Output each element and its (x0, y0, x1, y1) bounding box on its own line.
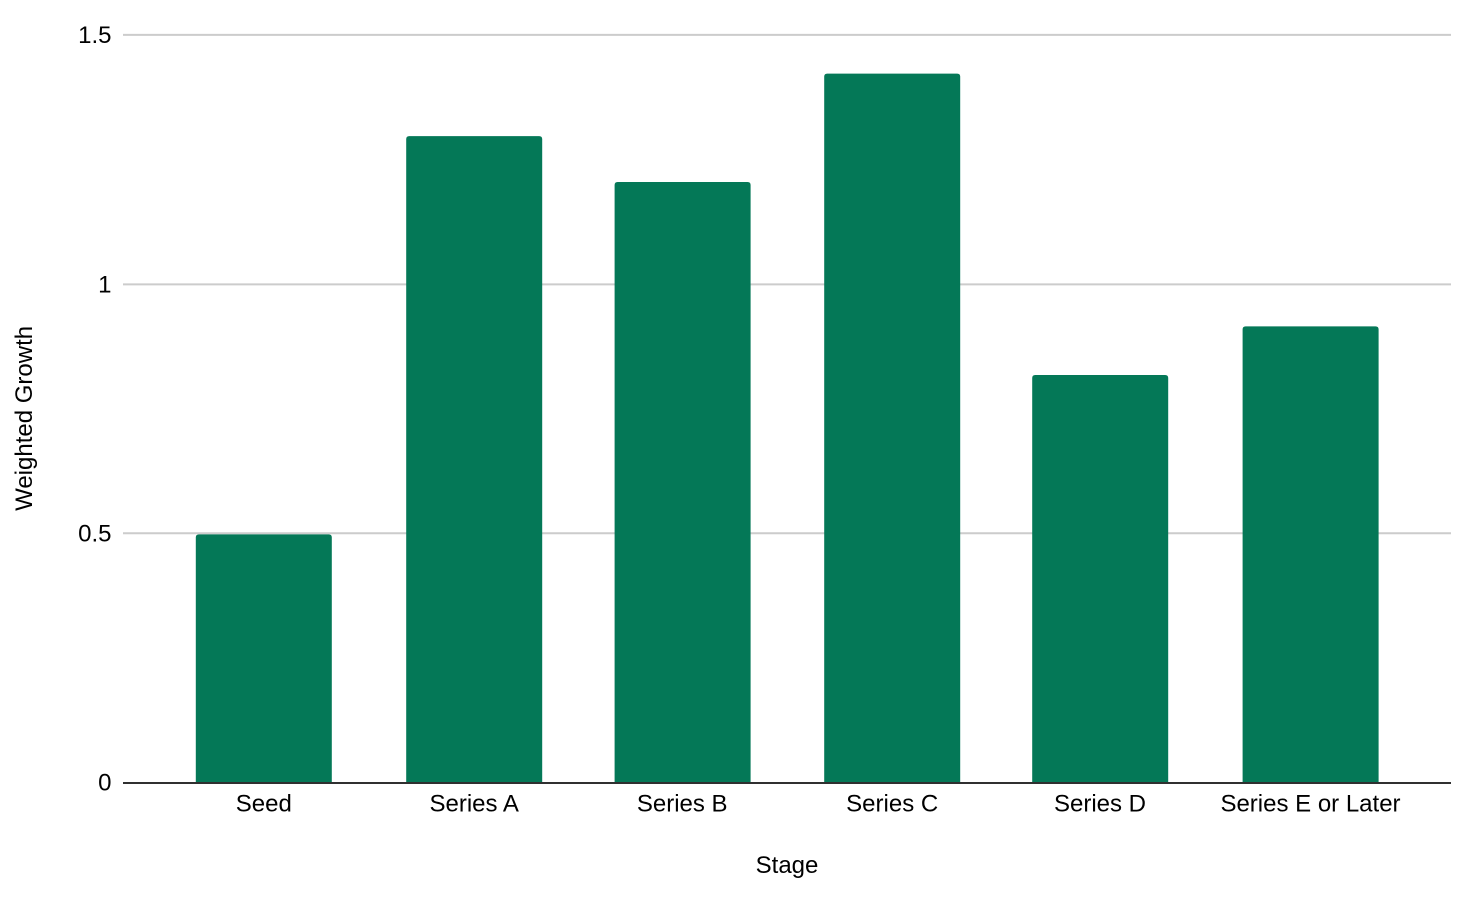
svg-text:0.5: 0.5 (78, 521, 111, 548)
svg-text:Seed: Seed (236, 791, 292, 818)
svg-text:Series B: Series B (637, 791, 728, 818)
svg-text:Weighted Growth: Weighted Growth (11, 326, 38, 511)
svg-text:0: 0 (98, 770, 111, 797)
svg-text:Series E or Later: Series E or Later (1220, 791, 1400, 818)
svg-text:Series C: Series C (846, 791, 938, 818)
svg-text:1.5: 1.5 (78, 22, 111, 49)
svg-text:Series A: Series A (430, 791, 519, 818)
svg-text:Stage: Stage (756, 852, 819, 879)
svg-text:1: 1 (98, 271, 111, 298)
svg-text:Series D: Series D (1054, 791, 1146, 818)
